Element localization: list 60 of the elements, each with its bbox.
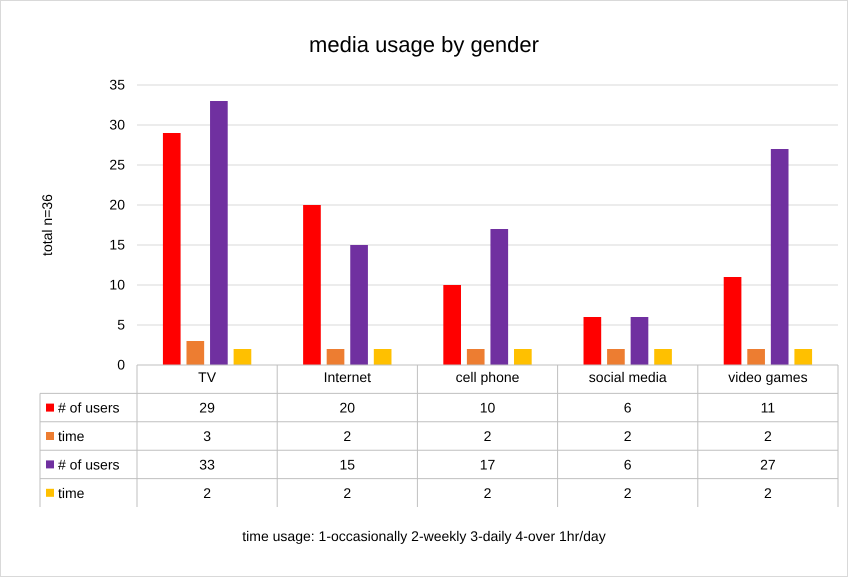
bar <box>234 349 252 365</box>
y-axis-title: total n=36 <box>39 194 55 256</box>
data-label: 20 <box>340 400 356 416</box>
bar <box>630 317 648 365</box>
bar <box>724 277 742 365</box>
bar <box>654 349 672 365</box>
data-label: 2 <box>343 428 352 444</box>
data-label: 17 <box>480 456 496 472</box>
data-label: 2 <box>764 428 772 444</box>
y-tick-label: 15 <box>109 236 126 252</box>
legend-label: # of users <box>58 456 120 472</box>
x-tick-label: cell phone <box>456 368 520 385</box>
bar <box>584 317 602 365</box>
bar <box>374 349 392 365</box>
data-label: 11 <box>760 400 776 416</box>
data-label: 27 <box>760 456 776 472</box>
bar <box>443 285 461 365</box>
y-tick-label: 25 <box>109 156 126 172</box>
y-tick-label: 10 <box>109 276 126 292</box>
data-label: 33 <box>199 456 216 472</box>
text: time usage: 1-occasionally 2-weekly 3-daily 4-over 1hr/day <box>242 528 606 544</box>
data-label: 2 <box>343 484 352 501</box>
bar <box>747 349 765 365</box>
data-label: 29 <box>199 400 216 416</box>
data-label: 2 <box>484 428 492 444</box>
bar <box>303 205 321 365</box>
y-tick-label: 5 <box>117 316 126 332</box>
data-label: 10 <box>480 400 496 416</box>
bar <box>326 349 344 365</box>
bar <box>770 149 789 365</box>
legend-label: time <box>58 428 85 444</box>
bar <box>186 341 204 365</box>
legend-label: # of users <box>58 400 120 416</box>
x-tick-label: social media <box>588 368 667 385</box>
legend-label: time <box>58 484 85 501</box>
data-label: 2 <box>624 428 632 444</box>
data-label: 2 <box>203 484 212 501</box>
bar <box>607 349 625 365</box>
y-tick-label: 30 <box>109 116 126 132</box>
data-label: 2 <box>484 484 492 501</box>
bar <box>490 229 508 365</box>
bar <box>794 349 812 365</box>
y-tick-label: 20 <box>109 196 126 212</box>
data-label: 3 <box>203 428 212 444</box>
bar <box>514 349 532 365</box>
chart-title: media usage by gender <box>309 32 539 57</box>
data-label: 6 <box>624 456 632 472</box>
data-label: 2 <box>624 484 632 501</box>
x-tick-label: Internet <box>324 368 372 385</box>
x-tick-label: video games <box>728 368 808 385</box>
y-tick-label: 35 <box>109 76 126 92</box>
bar <box>350 245 368 365</box>
y-tick-label: 0 <box>117 356 126 372</box>
bar <box>210 101 228 365</box>
bar <box>162 133 181 365</box>
data-label: 6 <box>624 400 632 416</box>
data-label: 2 <box>764 484 772 501</box>
data-label: 15 <box>340 456 356 472</box>
bar <box>466 349 485 365</box>
x-tick-label: TV <box>198 368 217 385</box>
